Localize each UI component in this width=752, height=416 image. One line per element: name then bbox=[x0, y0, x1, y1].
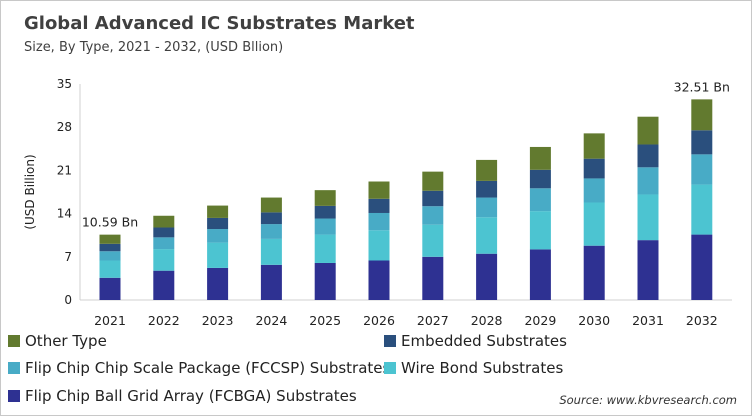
bar-segment bbox=[691, 130, 713, 155]
bar-segment bbox=[476, 159, 498, 181]
bar-segment bbox=[583, 202, 605, 246]
legend-label: Other Type bbox=[25, 332, 107, 350]
bar-segment bbox=[207, 267, 229, 300]
bar-segment bbox=[529, 249, 551, 300]
y-axis-label: (USD Billion) bbox=[23, 154, 37, 229]
legend-swatch bbox=[8, 390, 20, 402]
x-tick-label: 2025 bbox=[309, 313, 341, 328]
legend-swatch bbox=[8, 335, 20, 347]
bar-segment bbox=[422, 256, 444, 300]
bar-segment bbox=[314, 234, 336, 263]
x-tick-label: 2029 bbox=[524, 313, 556, 328]
bar-segment bbox=[583, 178, 605, 203]
bar-segment bbox=[260, 212, 282, 225]
bar-segment bbox=[368, 212, 390, 231]
x-tick-label: 2030 bbox=[578, 313, 610, 328]
bar-segment bbox=[583, 133, 605, 159]
x-tick-label: 2022 bbox=[148, 313, 180, 328]
bar-segment bbox=[260, 264, 282, 300]
bar-segment bbox=[99, 260, 121, 278]
legend-label: Flip Chip Chip Scale Package (FCCSP) Sub… bbox=[25, 359, 391, 377]
chart-subtitle: Size, By Type, 2021 - 2032, (USD Bllion) bbox=[24, 40, 284, 55]
legend-label: Embedded Substrates bbox=[401, 332, 567, 350]
legend-swatch bbox=[8, 362, 20, 374]
x-tick-label: 2026 bbox=[363, 313, 395, 328]
y-tick-label: 14 bbox=[57, 207, 72, 221]
bar-segment bbox=[368, 260, 390, 300]
x-tick-label: 2021 bbox=[94, 313, 126, 328]
bar-segment bbox=[314, 262, 336, 300]
bar-segment bbox=[260, 238, 282, 265]
bar-segment bbox=[153, 249, 175, 271]
bar-segment bbox=[153, 227, 175, 238]
bar-segment bbox=[153, 237, 175, 250]
x-tick-label: 2023 bbox=[202, 313, 234, 328]
bar-segment bbox=[368, 230, 390, 261]
bar-segment bbox=[314, 190, 336, 206]
y-tick-label: 0 bbox=[64, 293, 72, 307]
bar-segment bbox=[422, 190, 444, 207]
bar-segment bbox=[422, 206, 444, 225]
x-tick-label: 2028 bbox=[471, 313, 503, 328]
bar-segment bbox=[99, 234, 121, 244]
bar-segment bbox=[368, 198, 390, 213]
legend-swatch bbox=[384, 362, 396, 374]
bar-segment bbox=[422, 171, 444, 191]
bar-segment bbox=[476, 253, 498, 300]
y-tick-label: 35 bbox=[57, 77, 72, 91]
bar-segment bbox=[637, 144, 659, 168]
bar-segment bbox=[207, 205, 229, 218]
bar-segment bbox=[637, 167, 659, 195]
total-annotation: 32.51 Bn bbox=[674, 79, 730, 94]
bar-segment bbox=[476, 180, 498, 198]
bar-segment bbox=[691, 234, 713, 300]
bar-segment bbox=[314, 205, 336, 219]
bar-segment bbox=[207, 229, 229, 243]
bar-segment bbox=[422, 224, 444, 257]
total-annotation: 10.59 Bn bbox=[82, 215, 138, 230]
bar-segment bbox=[153, 270, 175, 300]
bar-segment bbox=[260, 197, 282, 213]
bar-segment bbox=[260, 224, 282, 239]
y-tick-label: 21 bbox=[57, 163, 72, 177]
legend-label: Flip Chip Ball Grid Array (FCBGA) Substr… bbox=[25, 387, 357, 405]
bar-segment bbox=[476, 217, 498, 254]
bar-segment bbox=[529, 188, 551, 212]
x-tick-label: 2024 bbox=[255, 313, 287, 328]
bar-segment bbox=[529, 211, 551, 250]
bar-segment bbox=[691, 154, 713, 185]
y-tick-label: 7 bbox=[64, 250, 72, 264]
x-tick-label: 2032 bbox=[686, 313, 718, 328]
bar-segment bbox=[99, 251, 121, 261]
bar-segment bbox=[691, 99, 713, 131]
bar-segment bbox=[207, 217, 229, 230]
x-tick-label: 2027 bbox=[417, 313, 449, 328]
bar-segment bbox=[529, 169, 551, 189]
chart-title: Global Advanced IC Substrates Market bbox=[24, 13, 415, 34]
bar-segment bbox=[99, 243, 121, 252]
legend-label: Wire Bond Substrates bbox=[401, 359, 563, 377]
bar-segment bbox=[314, 218, 336, 235]
bar-segment bbox=[99, 277, 121, 300]
bar-segment bbox=[476, 197, 498, 218]
bar-segment bbox=[529, 146, 551, 170]
bar-segment bbox=[691, 184, 713, 235]
bar-segment bbox=[637, 194, 659, 241]
bar-segment bbox=[153, 215, 175, 228]
bar-segment bbox=[368, 181, 390, 199]
source-text: Source: www.kbvresearch.com bbox=[559, 393, 737, 407]
bar-segment bbox=[637, 116, 659, 145]
bar-segment bbox=[207, 242, 229, 268]
legend-swatch bbox=[384, 335, 396, 347]
bar-segment bbox=[583, 158, 605, 179]
x-tick-label: 2031 bbox=[632, 313, 664, 328]
y-tick-label: 28 bbox=[57, 120, 72, 134]
bar-segment bbox=[637, 240, 659, 300]
bar-segment bbox=[583, 245, 605, 300]
